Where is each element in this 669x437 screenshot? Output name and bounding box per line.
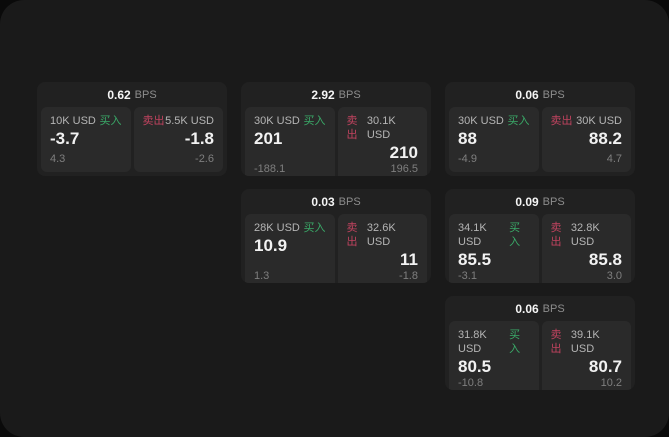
quote-card: 0.06 BPS 30K USD 买入 88 -4.9 卖出 30K USD	[445, 82, 635, 176]
sell-panel[interactable]: 卖出 32.6K USD 11 -1.8	[337, 214, 427, 283]
buy-notional: 10K USD	[50, 115, 96, 127]
card-header: 0.03 BPS	[241, 189, 431, 214]
quote-card: 0.03 BPS 28K USD 买入 10.9 1.3 卖出 32.6K US…	[241, 189, 431, 283]
sell-side-label: 卖出	[550, 329, 562, 355]
buy-panel[interactable]: 10K USD 买入 -3.7 4.3	[41, 107, 131, 172]
buy-panel[interactable]: 30K USD 买入 88 -4.9	[449, 107, 539, 172]
quote-card: 2.92 BPS 30K USD 买入 201 -188.1 卖出 30.1K …	[241, 82, 431, 176]
sell-delta: 3.0	[606, 270, 622, 282]
buy-delta: -10.8	[458, 377, 484, 389]
bps-value: 0.06	[515, 301, 539, 316]
sell-notional: 32.8K USD	[570, 222, 600, 248]
sell-side-label: 卖出	[550, 115, 573, 127]
bps-unit: BPS	[542, 195, 565, 208]
sell-panel[interactable]: 卖出 30K USD 88.2 4.7	[541, 107, 631, 172]
buy-side-label: 买入	[99, 115, 122, 127]
buy-price: -3.7	[50, 129, 80, 148]
sell-side-label: 卖出	[346, 115, 358, 141]
buy-panel[interactable]: 31.8K USD 买入 80.5 -10.8	[449, 321, 539, 390]
sell-side-label: 卖出	[550, 222, 562, 248]
buy-notional: 34.1K USD	[458, 222, 487, 248]
buy-price: 85.5	[458, 250, 492, 269]
bps-unit: BPS	[542, 302, 565, 315]
buy-side-label: 买入	[509, 222, 521, 248]
buy-side-label: 买入	[509, 329, 521, 355]
buy-notional: 30K USD	[254, 115, 300, 127]
buy-notional: 30K USD	[458, 115, 504, 127]
bps-unit: BPS	[134, 88, 157, 101]
card-header: 0.09 BPS	[445, 189, 635, 214]
buy-price: 201	[254, 129, 283, 148]
sell-delta: -1.8	[399, 270, 418, 282]
quote-card: 0.62 BPS 10K USD 买入 -3.7 4.3 卖出 5.5K USD	[37, 82, 227, 176]
buy-notional: 28K USD	[254, 222, 300, 234]
buy-price: 80.5	[458, 357, 492, 376]
bps-value: 0.62	[107, 87, 131, 102]
quote-card: 0.06 BPS 31.8K USD 买入 80.5 -10.8 卖出 39.1…	[445, 296, 635, 390]
sell-delta: 196.5	[390, 163, 418, 175]
buy-panel[interactable]: 30K USD 买入 201 -188.1	[245, 107, 335, 176]
buy-delta: 1.3	[254, 270, 270, 282]
buy-delta: -4.9	[458, 153, 477, 165]
sell-price: 85.8	[588, 250, 622, 269]
sell-notional: 39.1K USD	[570, 329, 600, 355]
card-header: 0.06 BPS	[445, 82, 635, 107]
bps-unit: BPS	[338, 195, 361, 208]
sell-panel[interactable]: 卖出 30.1K USD 210 196.5	[337, 107, 427, 176]
bps-unit: BPS	[338, 88, 361, 101]
sell-delta: 10.2	[600, 377, 622, 389]
buy-delta: 4.3	[50, 153, 66, 165]
sell-notional: 30.1K USD	[366, 115, 396, 141]
buy-delta: -3.1	[458, 270, 477, 282]
card-header: 0.06 BPS	[445, 296, 635, 321]
bps-value: 0.09	[515, 194, 539, 209]
buy-delta: -188.1	[254, 163, 286, 175]
sell-panel[interactable]: 卖出 39.1K USD 80.7 10.2	[541, 321, 631, 390]
buy-side-label: 买入	[303, 115, 326, 127]
sell-delta: -2.6	[195, 153, 214, 165]
sell-notional: 5.5K USD	[165, 115, 214, 127]
sell-price: -1.8	[184, 129, 214, 148]
buy-panel[interactable]: 28K USD 买入 10.9 1.3	[245, 214, 335, 283]
sell-price: 11	[400, 250, 418, 269]
sell-notional: 30K USD	[576, 115, 622, 127]
sell-price: 80.7	[588, 357, 622, 376]
sell-side-label: 卖出	[346, 222, 358, 248]
card-header: 2.92 BPS	[241, 82, 431, 107]
card-header: 0.62 BPS	[37, 82, 227, 107]
buy-price: 10.9	[254, 236, 288, 255]
sell-panel[interactable]: 卖出 32.8K USD 85.8 3.0	[541, 214, 631, 283]
bps-value: 0.06	[515, 87, 539, 102]
sell-delta: 4.7	[606, 153, 622, 165]
buy-side-label: 买入	[303, 222, 326, 234]
buy-side-label: 买入	[507, 115, 530, 127]
sell-price: 210	[389, 143, 418, 162]
sell-panel[interactable]: 卖出 5.5K USD -1.8 -2.6	[133, 107, 223, 172]
bps-value: 0.03	[311, 194, 335, 209]
buy-price: 88	[458, 129, 477, 148]
quote-cards-grid: 0.62 BPS 10K USD 买入 -3.7 4.3 卖出 5.5K USD	[37, 82, 635, 390]
buy-notional: 31.8K USD	[458, 329, 487, 355]
quote-card: 0.09 BPS 34.1K USD 买入 85.5 -3.1 卖出 32.8K…	[445, 189, 635, 283]
buy-panel[interactable]: 34.1K USD 买入 85.5 -3.1	[449, 214, 539, 283]
sell-notional: 32.6K USD	[366, 222, 396, 248]
bps-unit: BPS	[542, 88, 565, 101]
bps-value: 2.92	[311, 87, 335, 102]
sell-side-label: 卖出	[142, 115, 165, 127]
sell-price: 88.2	[588, 129, 622, 148]
